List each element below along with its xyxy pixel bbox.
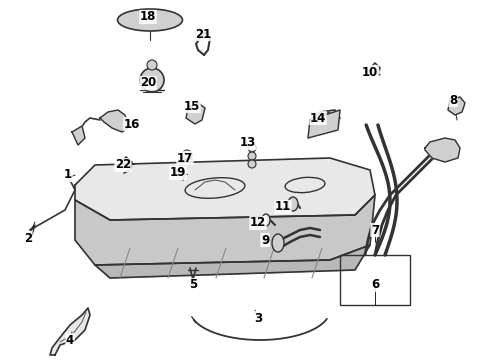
Text: 4: 4 xyxy=(66,333,74,346)
Circle shape xyxy=(248,152,256,160)
Ellipse shape xyxy=(288,197,298,211)
Text: 2: 2 xyxy=(24,231,32,244)
Text: 7: 7 xyxy=(371,224,379,237)
Text: 19: 19 xyxy=(170,166,186,180)
Ellipse shape xyxy=(272,234,284,252)
Polygon shape xyxy=(75,195,375,265)
Text: 5: 5 xyxy=(189,279,197,292)
Polygon shape xyxy=(95,245,370,278)
Polygon shape xyxy=(425,138,460,162)
Text: 13: 13 xyxy=(240,136,256,149)
Polygon shape xyxy=(368,67,380,78)
Text: 15: 15 xyxy=(184,99,200,112)
Text: 18: 18 xyxy=(140,10,156,23)
Circle shape xyxy=(140,68,164,92)
Text: 11: 11 xyxy=(275,201,291,213)
Text: 8: 8 xyxy=(449,94,457,107)
Text: 12: 12 xyxy=(250,216,266,230)
Ellipse shape xyxy=(118,9,182,31)
Polygon shape xyxy=(100,110,128,132)
Text: 21: 21 xyxy=(195,27,211,40)
Text: 22: 22 xyxy=(115,158,131,171)
Polygon shape xyxy=(50,308,90,355)
Text: 20: 20 xyxy=(140,77,156,90)
Polygon shape xyxy=(448,97,465,115)
Text: 6: 6 xyxy=(371,279,379,292)
Text: 3: 3 xyxy=(254,311,262,324)
Polygon shape xyxy=(75,158,375,220)
Text: 9: 9 xyxy=(261,234,269,247)
Bar xyxy=(340,255,410,305)
Text: 1: 1 xyxy=(64,168,72,181)
Circle shape xyxy=(248,160,256,168)
Text: 16: 16 xyxy=(124,117,140,130)
Circle shape xyxy=(248,144,256,152)
Text: 14: 14 xyxy=(310,112,326,125)
Polygon shape xyxy=(308,110,340,138)
Circle shape xyxy=(182,150,192,160)
Text: 10: 10 xyxy=(362,66,378,78)
Polygon shape xyxy=(186,103,205,124)
Text: 17: 17 xyxy=(177,152,193,165)
Circle shape xyxy=(147,60,157,70)
Ellipse shape xyxy=(262,214,270,226)
Polygon shape xyxy=(72,126,85,145)
